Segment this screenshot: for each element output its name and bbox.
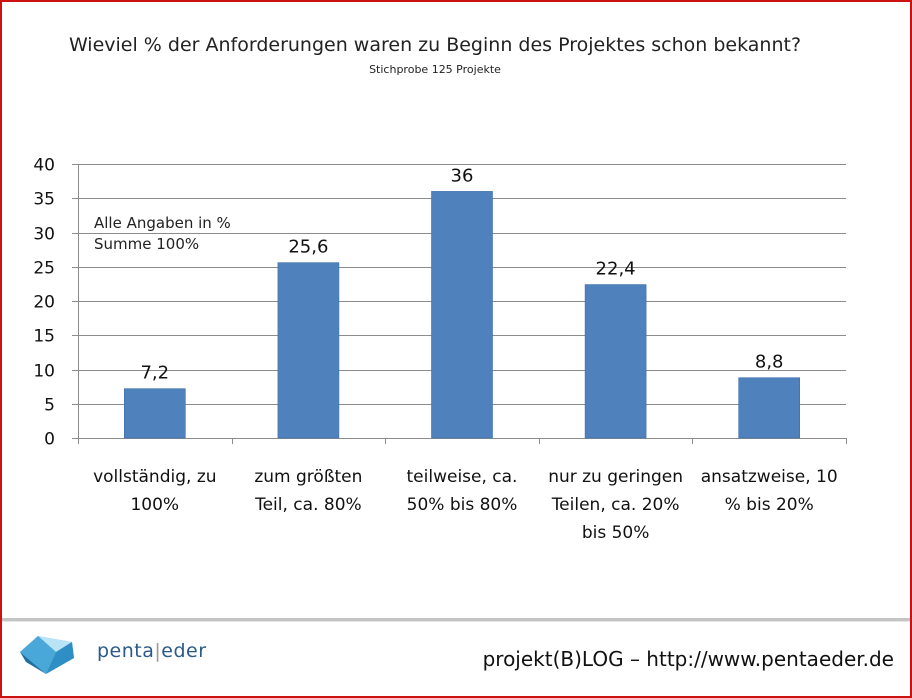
bar-value-label: 7,2: [140, 363, 169, 384]
bar: [584, 284, 647, 439]
brand-left: penta: [97, 640, 155, 662]
chart-subtitle: Stichprobe 125 Projekte: [369, 63, 501, 76]
y-tick-label: 15: [33, 327, 55, 347]
annotation-line-1: Alle Angaben in %: [94, 214, 231, 232]
x-category-label: ansatzweise, 10 % bis 20%: [691, 463, 847, 519]
y-tick-label: 40: [33, 156, 55, 176]
bar-value-label: 25,6: [288, 237, 328, 258]
bar-value-label: 22,4: [596, 259, 636, 280]
bar: [124, 388, 186, 439]
category-label-line: bis 50%: [581, 523, 650, 543]
brand-right: eder: [161, 640, 207, 662]
y-tick-label: 10: [33, 362, 55, 382]
x-category-label: nur zu geringen Teilen, ca. 20% bis 50%: [538, 463, 694, 547]
bar-value-label: 8,8: [755, 352, 784, 373]
bar-value-label: 36: [451, 165, 474, 186]
y-tick-label: 0: [44, 430, 55, 450]
bar: [738, 377, 801, 439]
pentaeder-logo-icon: [20, 636, 74, 674]
x-category-label: teilweise, ca. 50% bis 80%: [384, 463, 540, 519]
footer-url-text: projekt(B)LOG – http://www.pentaeder.de: [482, 647, 894, 671]
category-label-line: zum größten: [254, 467, 363, 487]
y-tick-label: 35: [33, 190, 55, 210]
brand-separator: |: [154, 640, 162, 662]
annotation-line-2: Summe 100%: [94, 235, 200, 253]
category-label-line: nur zu geringen: [548, 467, 683, 487]
category-label-line: vollständig, zu: [93, 467, 217, 487]
chart-title: Wieviel % der Anforderungen waren zu Beg…: [68, 34, 802, 56]
bar: [277, 262, 340, 439]
category-label-line: Teilen, ca. 20%: [551, 495, 680, 515]
category-label-line: 100%: [130, 495, 180, 515]
y-tick-label: 20: [33, 293, 55, 313]
y-tick-label: 5: [44, 396, 55, 416]
y-tick-label: 25: [33, 259, 55, 279]
x-category-label: zum größten Teil, ca. 80%: [230, 463, 386, 519]
category-label-line: teilweise, ca.: [406, 467, 518, 487]
footer-divider-highlight: [2, 621, 910, 622]
bar: [431, 191, 493, 439]
category-label-line: Teil, ca. 80%: [255, 495, 362, 515]
category-label-line: ansatzweise, 10: [700, 467, 838, 487]
y-tick-label: 30: [33, 225, 55, 245]
category-label-line: 50% bis 80%: [406, 495, 518, 515]
category-label-line: % bis 20%: [724, 495, 814, 515]
footer-divider: [2, 618, 910, 621]
bar-chart: 0 5 10 15 20 25 30 35 40 7,2 25,6 36 22,4 8,8: [33, 156, 847, 450]
chart-annotation: Alle Angaben in % Summe 100%: [94, 213, 231, 255]
x-category-label: vollständig, zu 100%: [77, 463, 233, 519]
brand-wordmark: penta|eder: [97, 640, 207, 662]
